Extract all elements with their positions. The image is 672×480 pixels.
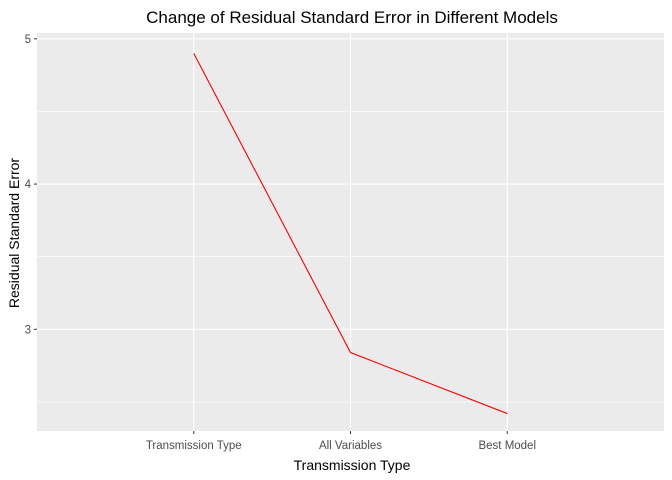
y-tick-label: 5	[25, 34, 31, 46]
major-gridlines	[37, 33, 664, 431]
x-tick-label: All Variables	[319, 440, 382, 452]
x-tick-label: Transmission Type	[146, 440, 242, 452]
y-axis-ticks: 3 4 5	[25, 34, 37, 336]
chart-title: Change of Residual Standard Error in Dif…	[146, 8, 558, 27]
x-axis-title: Transmission Type	[294, 457, 411, 473]
y-tick-label: 3	[25, 324, 31, 336]
x-tick-label: Best Model	[478, 440, 536, 452]
series-lines	[193, 53, 508, 415]
y-tick-label: 4	[25, 179, 32, 191]
series-line	[193, 53, 508, 415]
x-axis-ticks: Transmission Type All Variables Best Model	[146, 431, 536, 452]
y-axis-title: Residual Standard Error	[6, 158, 22, 309]
